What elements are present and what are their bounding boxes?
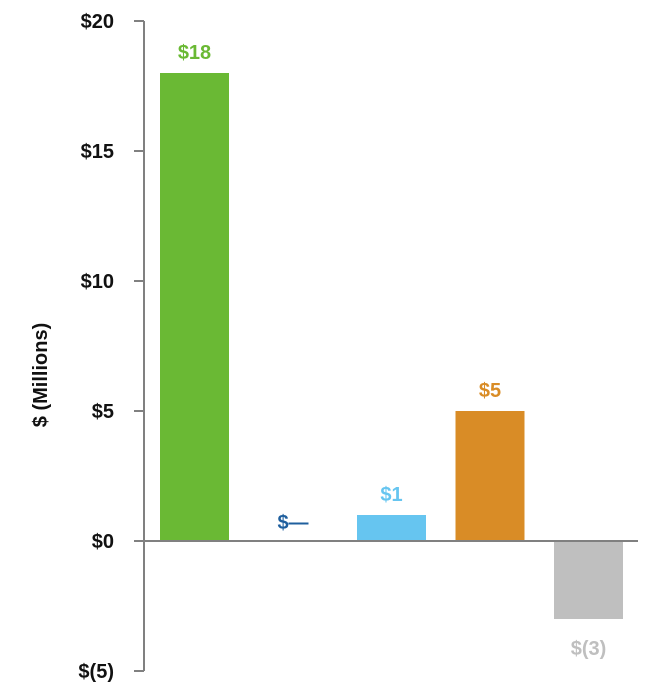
y-axis-title: $ (Millions) <box>30 323 52 427</box>
y-tick-label: $20 <box>81 11 114 33</box>
data-labels: $18 $— $1 $5 $(3) <box>178 42 606 660</box>
bar <box>160 73 229 541</box>
bar-data-label: $5 <box>479 380 501 402</box>
bar <box>455 411 525 541</box>
y-tick-label: $15 <box>81 141 114 163</box>
bar <box>554 541 623 619</box>
y-tick-label: $0 <box>92 531 114 553</box>
y-tick-label: $(5) <box>78 661 114 683</box>
bars <box>160 73 623 619</box>
bar-data-label: $1 <box>380 484 402 506</box>
y-tick-label: $5 <box>92 401 114 423</box>
bar-data-label: $(3) <box>571 638 607 660</box>
bar <box>357 515 426 541</box>
bar-data-label: $18 <box>178 42 211 64</box>
bar-data-label: $— <box>277 512 308 534</box>
y-tick-label: $10 <box>81 271 114 293</box>
y-axis-ticks: $20 $15 $10 $5 $0 $(5) <box>78 11 144 683</box>
